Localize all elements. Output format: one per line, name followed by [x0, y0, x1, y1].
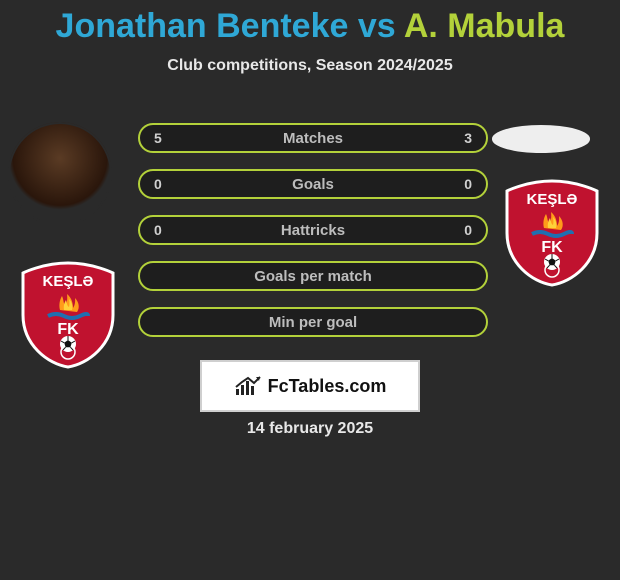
stat-right-value: 0: [464, 176, 472, 192]
stat-left-value: 5: [154, 130, 162, 146]
player1-club-crest: KEŞLƏ FK: [18, 260, 118, 370]
source-text: FcTables.com: [268, 376, 387, 397]
stat-rows: 5 Matches 3 0 Goals 0 0 Hattricks 0 Goals per mat…: [138, 123, 488, 353]
stat-left-value: 0: [154, 222, 162, 238]
stat-bar: Goals per match: [138, 261, 488, 291]
comparison-title: Jonathan Benteke vs A. Mabula: [0, 0, 620, 45]
stat-bar: 0 Goals 0: [138, 169, 488, 199]
stat-label: Min per goal: [269, 314, 357, 331]
vs-separator: vs: [348, 7, 403, 45]
player1-name: Jonathan Benteke: [56, 7, 349, 45]
source-badge: FcTables.com: [200, 360, 420, 412]
generated-date: 14 february 2025: [0, 420, 620, 438]
stat-bar: 0 Hattricks 0: [138, 215, 488, 245]
player2-club-crest: KEŞLƏ FK: [502, 178, 602, 288]
player2-name: A. Mabula: [404, 7, 565, 45]
svg-text:KEŞLƏ: KEŞLƏ: [527, 191, 578, 208]
player1-avatar: [8, 122, 112, 226]
svg-text:KEŞLƏ: KEŞLƏ: [43, 273, 94, 290]
stat-right-value: 3: [464, 130, 472, 146]
svg-text:FK: FK: [57, 321, 79, 338]
svg-text:FK: FK: [541, 239, 563, 256]
chart-icon: [234, 375, 262, 397]
subtitle: Club competitions, Season 2024/2025: [0, 57, 620, 75]
stat-label: Hattricks: [281, 222, 345, 239]
player2-avatar: [492, 125, 590, 153]
stat-left-value: 0: [154, 176, 162, 192]
stat-right-value: 0: [464, 222, 472, 238]
stat-bar: Min per goal: [138, 307, 488, 337]
stat-label: Matches: [283, 130, 343, 147]
stat-label: Goals: [292, 176, 334, 193]
stat-bar: 5 Matches 3: [138, 123, 488, 153]
stat-label: Goals per match: [254, 268, 372, 285]
